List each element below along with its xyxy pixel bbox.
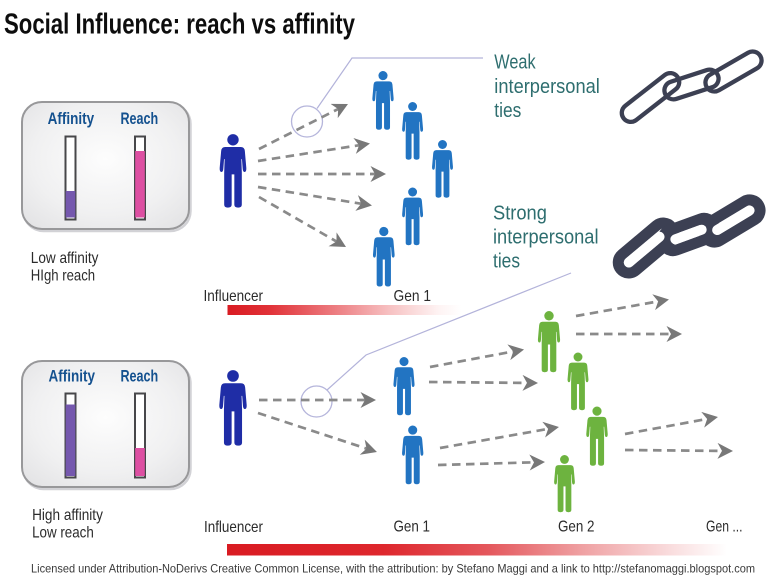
svg-text:High affinity: High affinity: [32, 507, 103, 524]
svg-text:Gen ...: Gen ...: [706, 519, 743, 536]
svg-text:Affinity: Affinity: [48, 110, 95, 128]
svg-text:Gen 2: Gen 2: [558, 519, 595, 536]
svg-text:ties: ties: [493, 251, 520, 273]
svg-text:Low affinity: Low affinity: [31, 250, 99, 267]
svg-text:Reach: Reach: [120, 368, 158, 386]
svg-text:Influencer: Influencer: [204, 519, 264, 536]
svg-text:Licensed under Attribution-NoD: Licensed under Attribution-NoDerivs Crea…: [31, 561, 755, 575]
svg-text:Gen 1: Gen 1: [394, 519, 431, 536]
svg-text:interpersonal: interpersonal: [493, 227, 599, 249]
svg-text:Low reach: Low reach: [32, 524, 94, 541]
svg-text:ties: ties: [494, 100, 521, 122]
svg-text:Affinity: Affinity: [49, 368, 96, 386]
svg-text:Influencer: Influencer: [204, 288, 264, 305]
svg-text:Social Influence: reach vs aff: Social Influence: reach vs affinity: [4, 9, 355, 41]
svg-text:HIgh reach: HIgh reach: [31, 268, 95, 285]
svg-text:Reach: Reach: [120, 110, 158, 128]
svg-text:Gen 1: Gen 1: [394, 288, 432, 305]
svg-text:Strong: Strong: [493, 203, 547, 225]
svg-text:interpersonal: interpersonal: [494, 76, 600, 98]
svg-text:Weak: Weak: [494, 52, 536, 74]
